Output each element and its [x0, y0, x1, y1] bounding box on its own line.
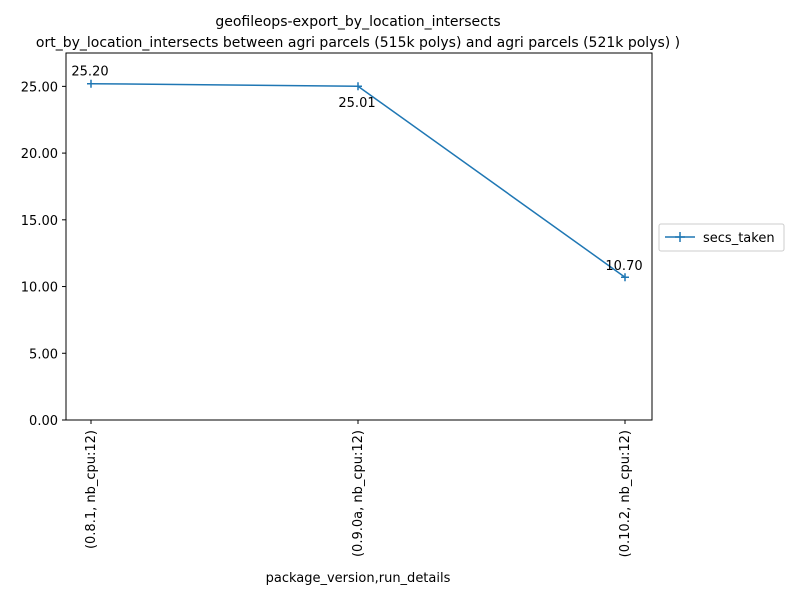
chart-title: geofileops-export_by_location_intersects — [215, 14, 500, 30]
x-tick-label: (0.9.0a, nb_cpu:12) — [351, 430, 366, 557]
y-tick-label: 10.00 — [21, 281, 58, 296]
y-tick-label: 5.00 — [29, 347, 58, 362]
legend-plus-marker — [675, 232, 685, 242]
legend-box — [658, 223, 785, 252]
y-tick-label: 15.00 — [21, 214, 58, 229]
legend: secs_taken — [658, 223, 785, 252]
data-label: 25.01 — [338, 96, 375, 111]
legend-label: secs_taken — [703, 231, 775, 246]
data-label: 10.70 — [605, 259, 642, 274]
data-label: 25.20 — [71, 65, 108, 80]
y-tick-label: 25.00 — [21, 80, 58, 95]
y-tick-label: 0.00 — [29, 414, 58, 429]
data-point-marker — [354, 82, 362, 91]
data-labels: 25.20 25.01 10.70 — [71, 65, 642, 275]
data-point-marker — [87, 79, 95, 88]
series-line — [90, 82, 626, 278]
data-point-marker — [621, 273, 629, 282]
plot-area-frame — [65, 52, 653, 421]
y-axis: 0.00 5.00 10.00 15.00 20.00 25.00 — [21, 80, 66, 429]
chart-subtitle: ort_by_location_intersects between agri … — [36, 35, 680, 51]
x-tick-label: (0.10.2, nb_cpu:12) — [618, 430, 633, 557]
x-axis: (0.8.1, nb_cpu:12) (0.9.0a, nb_cpu:12) (0.… — [84, 420, 633, 557]
x-tick-label: (0.8.1, nb_cpu:12) — [84, 430, 99, 549]
x-axis-label: package_version,run_details — [266, 571, 451, 586]
y-tick-label: 20.00 — [21, 147, 58, 162]
series-secs-taken — [87, 79, 629, 282]
